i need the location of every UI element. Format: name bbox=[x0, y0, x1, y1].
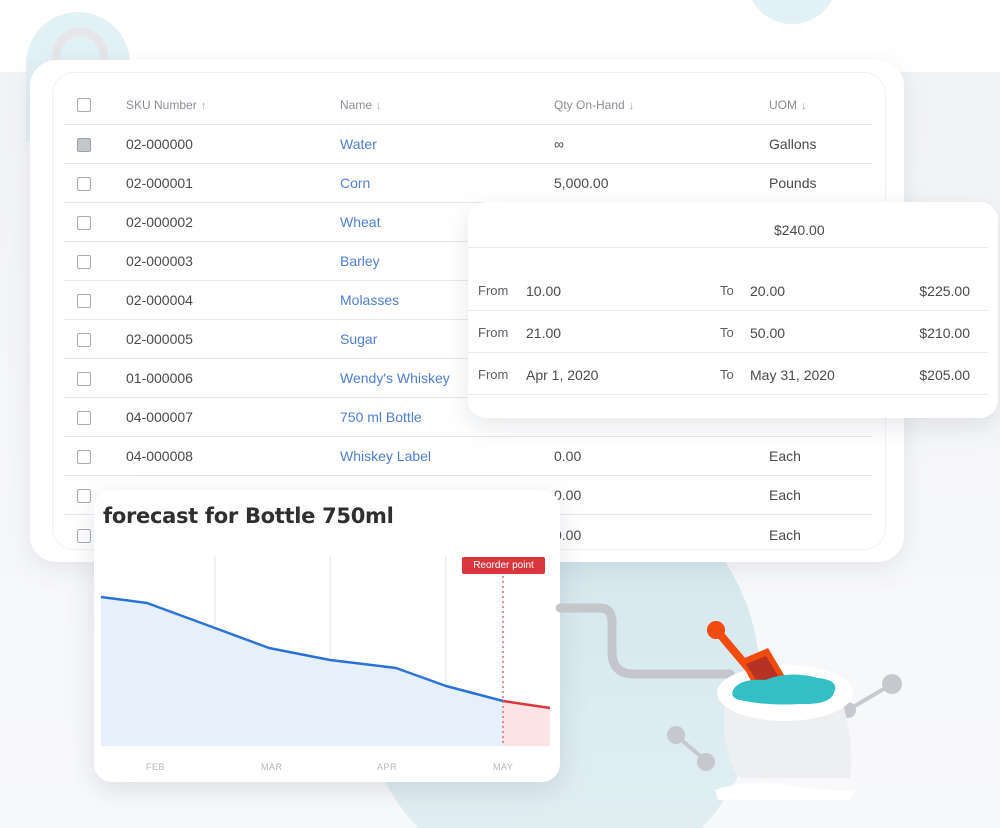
sku-cell: 02-000002 bbox=[126, 214, 193, 230]
tier-from-value: 10.00 bbox=[526, 283, 562, 299]
table-row[interactable]: 0.00 Each bbox=[64, 515, 872, 554]
sku-cell: 01-000006 bbox=[126, 370, 193, 386]
sort-desc-icon: ↓ bbox=[628, 100, 635, 112]
base-price: $240.00 bbox=[774, 222, 825, 238]
forecast-chart bbox=[100, 556, 551, 746]
sku-cell: 02-000005 bbox=[126, 331, 193, 347]
sort-desc-icon: ↓ bbox=[376, 100, 382, 112]
uom-cell: Each bbox=[769, 487, 801, 503]
tier-to-value: 50.00 bbox=[750, 325, 786, 341]
sort-asc-icon: ↑ bbox=[200, 100, 207, 112]
price-tier-row[interactable]: From Apr 1, 2020 To May 31, 2020 $205.00 bbox=[468, 353, 988, 395]
column-header-uom[interactable]: UOM ↓ bbox=[769, 98, 807, 112]
row-checkbox[interactable] bbox=[77, 372, 91, 387]
table-row[interactable]: 02-000000 Water ∞ Gallons bbox=[64, 125, 872, 164]
column-header-name[interactable]: Name ↓ bbox=[340, 98, 382, 112]
month-label: MAR bbox=[261, 762, 283, 772]
uom-cell: Gallons bbox=[769, 136, 817, 152]
month-label: APR bbox=[377, 762, 398, 772]
row-checkbox[interactable] bbox=[77, 411, 91, 426]
forecast-title: forecast for Bottle 750ml bbox=[103, 504, 394, 528]
row-checkbox[interactable] bbox=[77, 216, 91, 231]
sku-cell: 04-000007 bbox=[126, 409, 193, 425]
table-row[interactable]: 04-000007 750 ml Bottle bbox=[64, 398, 872, 437]
decorative-circle bbox=[748, 0, 836, 24]
item-name-link[interactable]: Wendy's Whiskey bbox=[340, 370, 450, 386]
tier-price: $225.00 bbox=[919, 283, 970, 299]
sort-desc-icon: ↓ bbox=[801, 100, 807, 112]
qty-cell: 0.00 bbox=[554, 487, 582, 503]
item-name-link[interactable]: Molasses bbox=[340, 292, 400, 308]
grain-sack-illustration bbox=[555, 603, 902, 800]
uom-cell: Pounds bbox=[769, 175, 817, 191]
row-checkbox[interactable] bbox=[77, 294, 91, 309]
tier-to-value: May 31, 2020 bbox=[750, 367, 835, 383]
reorder-point-badge: Reorder point bbox=[462, 557, 545, 574]
sku-cell: 02-000003 bbox=[126, 253, 193, 269]
qty-cell: 0.00 bbox=[554, 448, 582, 464]
tier-to-value: 20.00 bbox=[750, 283, 786, 299]
qty-cell: ∞ bbox=[554, 136, 564, 152]
sku-cell: 04-000008 bbox=[126, 448, 193, 464]
forecast-card: forecast for Bottle 750ml Reorder point … bbox=[94, 490, 560, 782]
item-name-link[interactable]: Corn bbox=[340, 175, 371, 191]
item-name-link[interactable]: Whiskey Label bbox=[340, 448, 432, 464]
row-checkbox[interactable] bbox=[77, 255, 91, 270]
item-name-link[interactable]: Barley bbox=[340, 253, 380, 269]
tier-price: $210.00 bbox=[919, 325, 970, 341]
row-checkbox[interactable] bbox=[77, 333, 91, 348]
sku-cell: 02-000000 bbox=[126, 136, 193, 152]
base-price-row: $240.00 bbox=[468, 202, 988, 248]
qty-cell: 5,000.00 bbox=[554, 175, 609, 191]
item-name-link[interactable]: Sugar bbox=[340, 331, 378, 347]
inventory-table: SKU Number ↑ Name ↓ Qty On-Hand ↓ UOM ↓ 02-0… bbox=[64, 86, 872, 554]
price-tier-row[interactable]: From 10.00 To 20.00 $225.00 bbox=[468, 269, 988, 311]
row-checkbox[interactable] bbox=[77, 528, 91, 543]
uom-cell: Each bbox=[769, 448, 801, 464]
table-row[interactable]: 04-000008 Whiskey Label 0.00 Each bbox=[64, 437, 872, 476]
tier-from-value: 21.00 bbox=[526, 325, 562, 341]
row-checkbox[interactable] bbox=[77, 138, 91, 153]
table-header: SKU Number ↑ Name ↓ Qty On-Hand ↓ UOM ↓ bbox=[64, 86, 872, 125]
table-row[interactable]: 02-000005 Sugar bbox=[64, 320, 872, 359]
pricing-tiers-card: $240.00 From 10.00 To 20.00 $225.00 From… bbox=[468, 202, 998, 418]
item-name-link[interactable]: Water bbox=[340, 136, 377, 152]
qty-cell: 0.00 bbox=[554, 526, 582, 543]
sku-cell: 02-000004 bbox=[126, 292, 193, 308]
tier-price: $205.00 bbox=[919, 367, 970, 383]
column-header-qty[interactable]: Qty On-Hand ↓ bbox=[554, 98, 635, 112]
row-checkbox[interactable] bbox=[77, 450, 91, 465]
item-name-link[interactable]: 750 ml Bottle bbox=[340, 409, 422, 425]
table-row[interactable]: 02-000001 Corn 5,000.00 Pounds bbox=[64, 164, 872, 203]
row-checkbox[interactable] bbox=[77, 489, 91, 504]
price-tier-row[interactable]: From 21.00 To 50.00 $210.00 bbox=[468, 311, 988, 353]
select-all-checkbox[interactable] bbox=[77, 98, 91, 113]
item-name-link[interactable]: Wheat bbox=[340, 214, 381, 230]
uom-cell: Each bbox=[769, 526, 801, 543]
tier-from-value: Apr 1, 2020 bbox=[526, 367, 599, 383]
month-label: MAY bbox=[493, 762, 514, 772]
row-checkbox[interactable] bbox=[77, 177, 91, 192]
sku-cell: 02-000001 bbox=[126, 175, 193, 191]
month-label: FEB bbox=[146, 762, 166, 772]
column-header-sku[interactable]: SKU Number ↑ bbox=[126, 98, 207, 112]
